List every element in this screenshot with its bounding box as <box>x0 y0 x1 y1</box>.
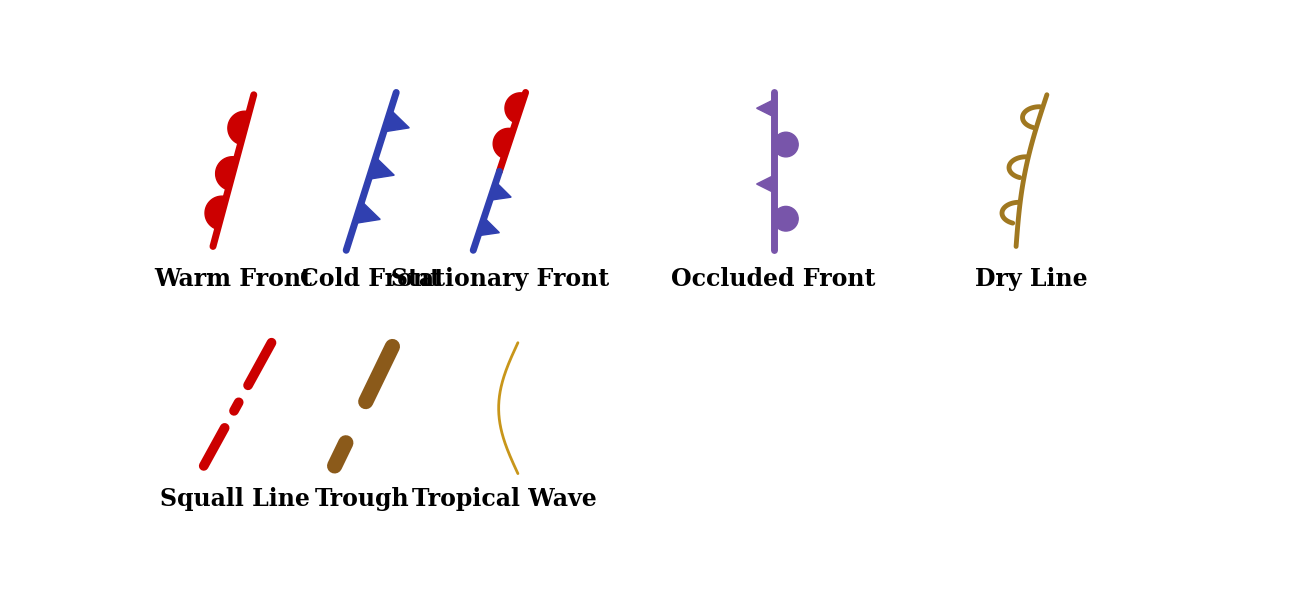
Text: Stationary Front: Stationary Front <box>391 267 609 291</box>
Polygon shape <box>494 128 513 159</box>
Circle shape <box>774 206 798 231</box>
Polygon shape <box>369 157 394 179</box>
Polygon shape <box>757 176 774 193</box>
Polygon shape <box>384 110 410 132</box>
Circle shape <box>774 132 798 157</box>
Polygon shape <box>478 218 499 235</box>
Polygon shape <box>228 111 249 145</box>
Polygon shape <box>757 100 774 117</box>
Text: Trough: Trough <box>314 487 410 511</box>
Polygon shape <box>215 157 237 190</box>
Polygon shape <box>505 93 525 123</box>
Polygon shape <box>355 201 380 223</box>
Text: Cold Front: Cold Front <box>301 267 441 291</box>
Text: Warm Front: Warm Front <box>154 267 312 291</box>
Text: Squall Line: Squall Line <box>159 487 310 511</box>
Text: Dry Line: Dry Line <box>975 267 1087 291</box>
Text: Tropical Wave: Tropical Wave <box>412 487 596 511</box>
Polygon shape <box>205 196 227 229</box>
Text: Occluded Front: Occluded Front <box>671 267 876 291</box>
Polygon shape <box>490 182 511 200</box>
